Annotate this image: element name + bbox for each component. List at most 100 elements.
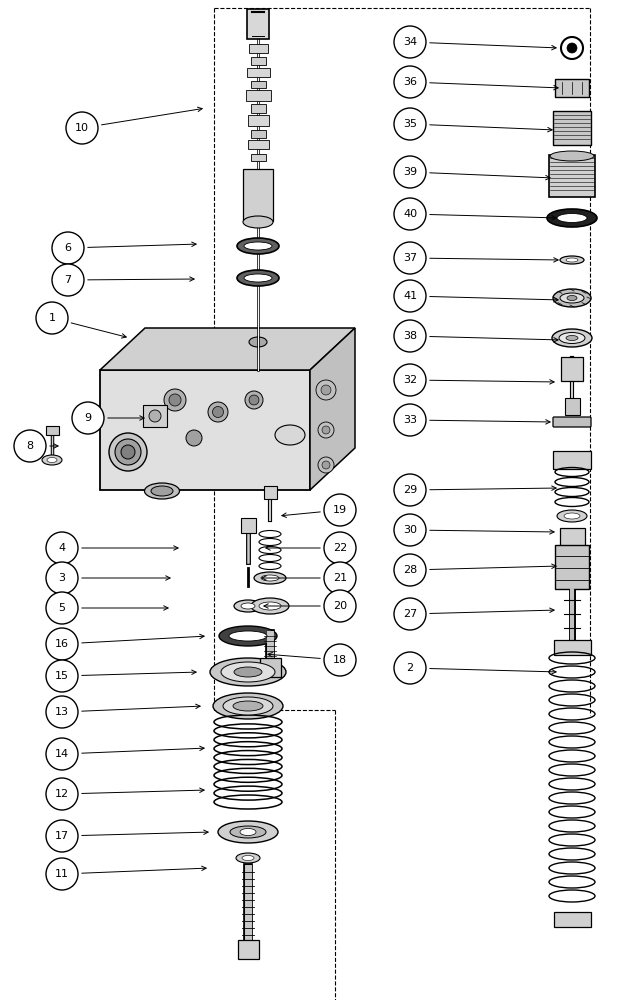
Ellipse shape <box>210 658 286 686</box>
Text: 14: 14 <box>55 749 69 759</box>
Circle shape <box>394 26 426 58</box>
Ellipse shape <box>223 697 273 715</box>
Ellipse shape <box>566 258 578 262</box>
Circle shape <box>394 598 426 630</box>
FancyBboxPatch shape <box>554 912 590 926</box>
Circle shape <box>52 264 84 296</box>
Text: 28: 28 <box>403 565 417 575</box>
FancyBboxPatch shape <box>564 397 580 414</box>
FancyBboxPatch shape <box>237 940 259 958</box>
Ellipse shape <box>47 458 57 462</box>
Text: 33: 33 <box>403 415 417 425</box>
Ellipse shape <box>121 445 135 459</box>
Circle shape <box>394 652 426 684</box>
Circle shape <box>213 406 223 418</box>
Text: 13: 13 <box>55 707 69 717</box>
Ellipse shape <box>243 216 273 228</box>
Circle shape <box>324 562 356 594</box>
Ellipse shape <box>240 828 256 836</box>
Ellipse shape <box>237 270 279 286</box>
Text: 9: 9 <box>84 413 92 423</box>
Text: 19: 19 <box>333 505 347 515</box>
FancyBboxPatch shape <box>250 56 265 64</box>
FancyBboxPatch shape <box>246 90 270 101</box>
Ellipse shape <box>566 336 578 340</box>
Circle shape <box>46 532 78 564</box>
Circle shape <box>322 426 330 434</box>
Ellipse shape <box>547 209 597 227</box>
Ellipse shape <box>564 513 580 519</box>
FancyBboxPatch shape <box>250 81 265 88</box>
Ellipse shape <box>109 433 147 471</box>
Ellipse shape <box>244 274 272 282</box>
Circle shape <box>186 430 202 446</box>
Text: 11: 11 <box>55 869 69 879</box>
Ellipse shape <box>275 425 305 445</box>
Ellipse shape <box>144 483 180 499</box>
Circle shape <box>208 402 228 422</box>
Circle shape <box>46 820 78 852</box>
Ellipse shape <box>221 662 275 682</box>
Text: 34: 34 <box>403 37 417 47</box>
FancyBboxPatch shape <box>553 451 591 469</box>
Text: 40: 40 <box>403 209 417 219</box>
Text: 8: 8 <box>27 441 33 451</box>
Text: 36: 36 <box>403 77 417 87</box>
Ellipse shape <box>234 667 262 677</box>
Circle shape <box>149 410 161 422</box>
Text: 39: 39 <box>403 167 417 177</box>
Circle shape <box>322 461 330 469</box>
Ellipse shape <box>550 151 594 161</box>
Circle shape <box>46 660 78 692</box>
Circle shape <box>324 644 356 676</box>
Text: 30: 30 <box>403 525 417 535</box>
FancyBboxPatch shape <box>260 658 280 676</box>
FancyBboxPatch shape <box>249 43 267 52</box>
FancyBboxPatch shape <box>243 169 273 221</box>
Ellipse shape <box>242 856 254 860</box>
FancyBboxPatch shape <box>247 139 268 148</box>
Ellipse shape <box>557 510 587 522</box>
Circle shape <box>46 562 78 594</box>
Circle shape <box>72 402 104 434</box>
Circle shape <box>52 232 84 264</box>
FancyBboxPatch shape <box>561 357 583 381</box>
Ellipse shape <box>151 486 173 496</box>
FancyBboxPatch shape <box>250 153 265 160</box>
Text: 15: 15 <box>55 671 69 681</box>
Text: 21: 21 <box>333 573 347 583</box>
Circle shape <box>46 738 78 770</box>
FancyBboxPatch shape <box>247 114 268 125</box>
Text: 12: 12 <box>55 789 69 799</box>
Text: 6: 6 <box>64 243 71 253</box>
Circle shape <box>324 494 356 526</box>
Circle shape <box>394 554 426 586</box>
FancyBboxPatch shape <box>553 111 591 145</box>
Ellipse shape <box>229 631 267 641</box>
Circle shape <box>46 592 78 624</box>
Circle shape <box>394 280 426 312</box>
Polygon shape <box>100 370 310 490</box>
FancyBboxPatch shape <box>264 486 277 498</box>
Ellipse shape <box>234 600 262 612</box>
Ellipse shape <box>237 238 279 254</box>
Text: 27: 27 <box>403 609 417 619</box>
Ellipse shape <box>557 214 587 223</box>
Polygon shape <box>310 328 355 490</box>
FancyBboxPatch shape <box>559 528 585 546</box>
Text: 17: 17 <box>55 831 69 841</box>
Text: 7: 7 <box>64 275 71 285</box>
Text: 16: 16 <box>55 639 69 649</box>
Ellipse shape <box>553 289 591 307</box>
Polygon shape <box>100 328 355 370</box>
Circle shape <box>46 696 78 728</box>
Text: 18: 18 <box>333 655 347 665</box>
Circle shape <box>394 66 426 98</box>
Ellipse shape <box>218 821 278 843</box>
Ellipse shape <box>230 826 266 838</box>
FancyBboxPatch shape <box>250 129 265 137</box>
Ellipse shape <box>115 439 141 465</box>
FancyBboxPatch shape <box>553 417 591 427</box>
FancyBboxPatch shape <box>555 79 589 97</box>
Ellipse shape <box>259 602 281 610</box>
